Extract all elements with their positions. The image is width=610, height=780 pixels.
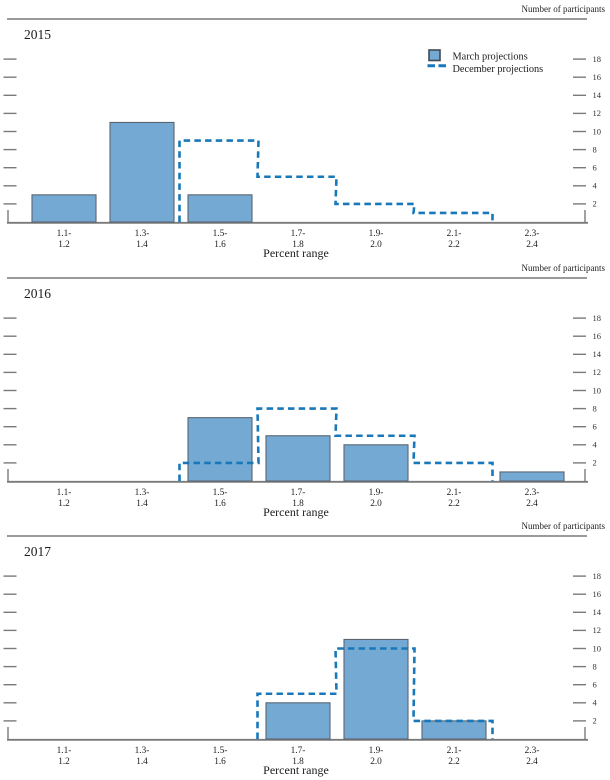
year-label: 2016: [24, 286, 51, 301]
march-bar: [421, 719, 487, 740]
x-tick-label-top: 1.9-: [369, 746, 384, 756]
y-tick-label: 10: [593, 643, 602, 653]
x-tick-label-top: 2.1-: [447, 746, 462, 756]
x-tick-label-bottom: 2.4: [526, 499, 538, 509]
x-tick-label-bottom: 1.8: [292, 240, 304, 250]
x-tick-label-bottom: 2.2: [448, 499, 460, 509]
participants-axis-title: Number of participants: [522, 263, 606, 273]
x-tick-label-bottom: 1.6: [214, 240, 226, 250]
x-tick-label-top: 1.5-: [213, 746, 228, 756]
panel-2016: Number of participants 2016 2 4 6 8 10 12 14 16 18…: [3, 263, 606, 519]
y-tick-label: 12: [593, 108, 602, 118]
y-tick-label: 2: [593, 458, 597, 468]
y-tick-label: 14: [593, 349, 602, 359]
x-tick-label-bottom: 2.0: [370, 757, 382, 767]
x-tick-label-bottom: 2.4: [526, 240, 538, 250]
x-tick-label-bottom: 1.4: [136, 499, 148, 509]
x-tick-label-bottom: 1.8: [292, 499, 304, 509]
y-tick-label: 16: [593, 331, 602, 341]
x-axis-title: Percent range: [263, 505, 329, 519]
december-step-line: [178, 407, 494, 481]
x-tick-label-bottom: 1.2: [58, 499, 70, 509]
year-label: 2015: [24, 27, 51, 42]
y-tick-label: 6: [593, 422, 597, 432]
y-tick-label: 12: [593, 367, 602, 377]
x-axis-title: Percent range: [263, 246, 329, 260]
y-tick-label: 16: [593, 72, 602, 82]
x-tick-label-bottom: 1.8: [292, 757, 304, 767]
y-tick-label: 10: [593, 385, 602, 395]
march-bar: [343, 638, 409, 740]
x-axis-title: Percent range: [263, 763, 329, 777]
x-tick-label-top: 1.1-: [57, 488, 72, 498]
participants-axis-title: Number of participants: [522, 521, 606, 531]
x-tick-label-top: 1.3-: [135, 488, 150, 498]
y-tick-label: 8: [593, 403, 597, 413]
panel-2017: Number of participants 2017 2 4 6 8 10 12 14 16 18…: [3, 521, 606, 777]
x-tick-label-top: 1.1-: [57, 229, 72, 239]
y-tick-label: 10: [593, 126, 602, 136]
legend-december-label: December projections: [453, 64, 544, 75]
march-bar: [343, 444, 409, 482]
y-tick-label: 14: [593, 90, 602, 100]
y-tick-label: 4: [593, 697, 598, 707]
x-tick-label-top: 1.9-: [369, 229, 384, 239]
x-tick-label-bottom: 1.2: [58, 240, 70, 250]
y-tick-label: 18: [593, 570, 602, 580]
participants-axis-title: Number of participants: [522, 4, 606, 14]
march-bar: [31, 194, 97, 223]
x-tick-label-top: 1.5-: [213, 488, 228, 498]
x-tick-label-bottom: 2.4: [526, 757, 538, 767]
x-tick-label-top: 2.1-: [447, 488, 462, 498]
x-tick-label-top: 1.1-: [57, 746, 72, 756]
y-tick-label: 4: [593, 181, 598, 191]
x-tick-label-top: 2.3-: [525, 488, 540, 498]
x-tick-label-top: 1.7-: [291, 746, 306, 756]
march-bar: [187, 417, 253, 482]
x-tick-label-top: 1.3-: [135, 746, 150, 756]
x-tick-label-bottom: 2.2: [448, 240, 460, 250]
y-tick-label: 8: [593, 661, 597, 671]
march-bar: [187, 194, 253, 223]
panel-2015: Number of participants 2015 2 4 6 8 10 12 14 16 18…: [3, 4, 606, 260]
x-tick-label-top: 2.1-: [447, 229, 462, 239]
march-bar: [265, 701, 331, 740]
year-label: 2017: [24, 544, 51, 559]
march-bar: [109, 121, 175, 223]
y-tick-label: 16: [593, 589, 602, 599]
x-tick-label-top: 1.3-: [135, 229, 150, 239]
x-tick-label-bottom: 2.2: [448, 757, 460, 767]
march-bar: [265, 435, 331, 482]
x-tick-label-top: 1.7-: [291, 229, 306, 239]
y-tick-label: 14: [593, 607, 602, 617]
x-tick-label-bottom: 2.0: [370, 240, 382, 250]
december-step-line: [256, 646, 494, 739]
y-tick-label: 6: [593, 679, 597, 689]
y-tick-label: 2: [593, 199, 597, 209]
y-tick-label: 18: [593, 313, 602, 323]
y-tick-label: 6: [593, 163, 597, 173]
x-tick-label-bottom: 1.6: [214, 757, 226, 767]
y-tick-label: 18: [593, 54, 602, 64]
y-tick-label: 8: [593, 144, 597, 154]
x-tick-label-bottom: 2.0: [370, 499, 382, 509]
y-tick-label: 4: [593, 440, 598, 450]
x-tick-label-top: 1.7-: [291, 488, 306, 498]
y-tick-label: 12: [593, 625, 602, 635]
x-tick-label-bottom: 1.6: [214, 499, 226, 509]
march-bar: [499, 471, 565, 482]
x-tick-label-top: 1.5-: [213, 229, 228, 239]
x-tick-label-bottom: 1.2: [58, 757, 70, 767]
december-step-line: [178, 139, 494, 222]
x-tick-label-bottom: 1.4: [136, 757, 148, 767]
legend-march-swatch-icon: [428, 49, 441, 62]
x-tick-label-bottom: 1.4: [136, 240, 148, 250]
x-tick-label-top: 2.3-: [525, 229, 540, 239]
x-tick-label-top: 2.3-: [525, 746, 540, 756]
legend-march-label: March projections: [453, 52, 528, 63]
y-tick-label: 2: [593, 715, 597, 725]
x-tick-label-top: 1.9-: [369, 488, 384, 498]
